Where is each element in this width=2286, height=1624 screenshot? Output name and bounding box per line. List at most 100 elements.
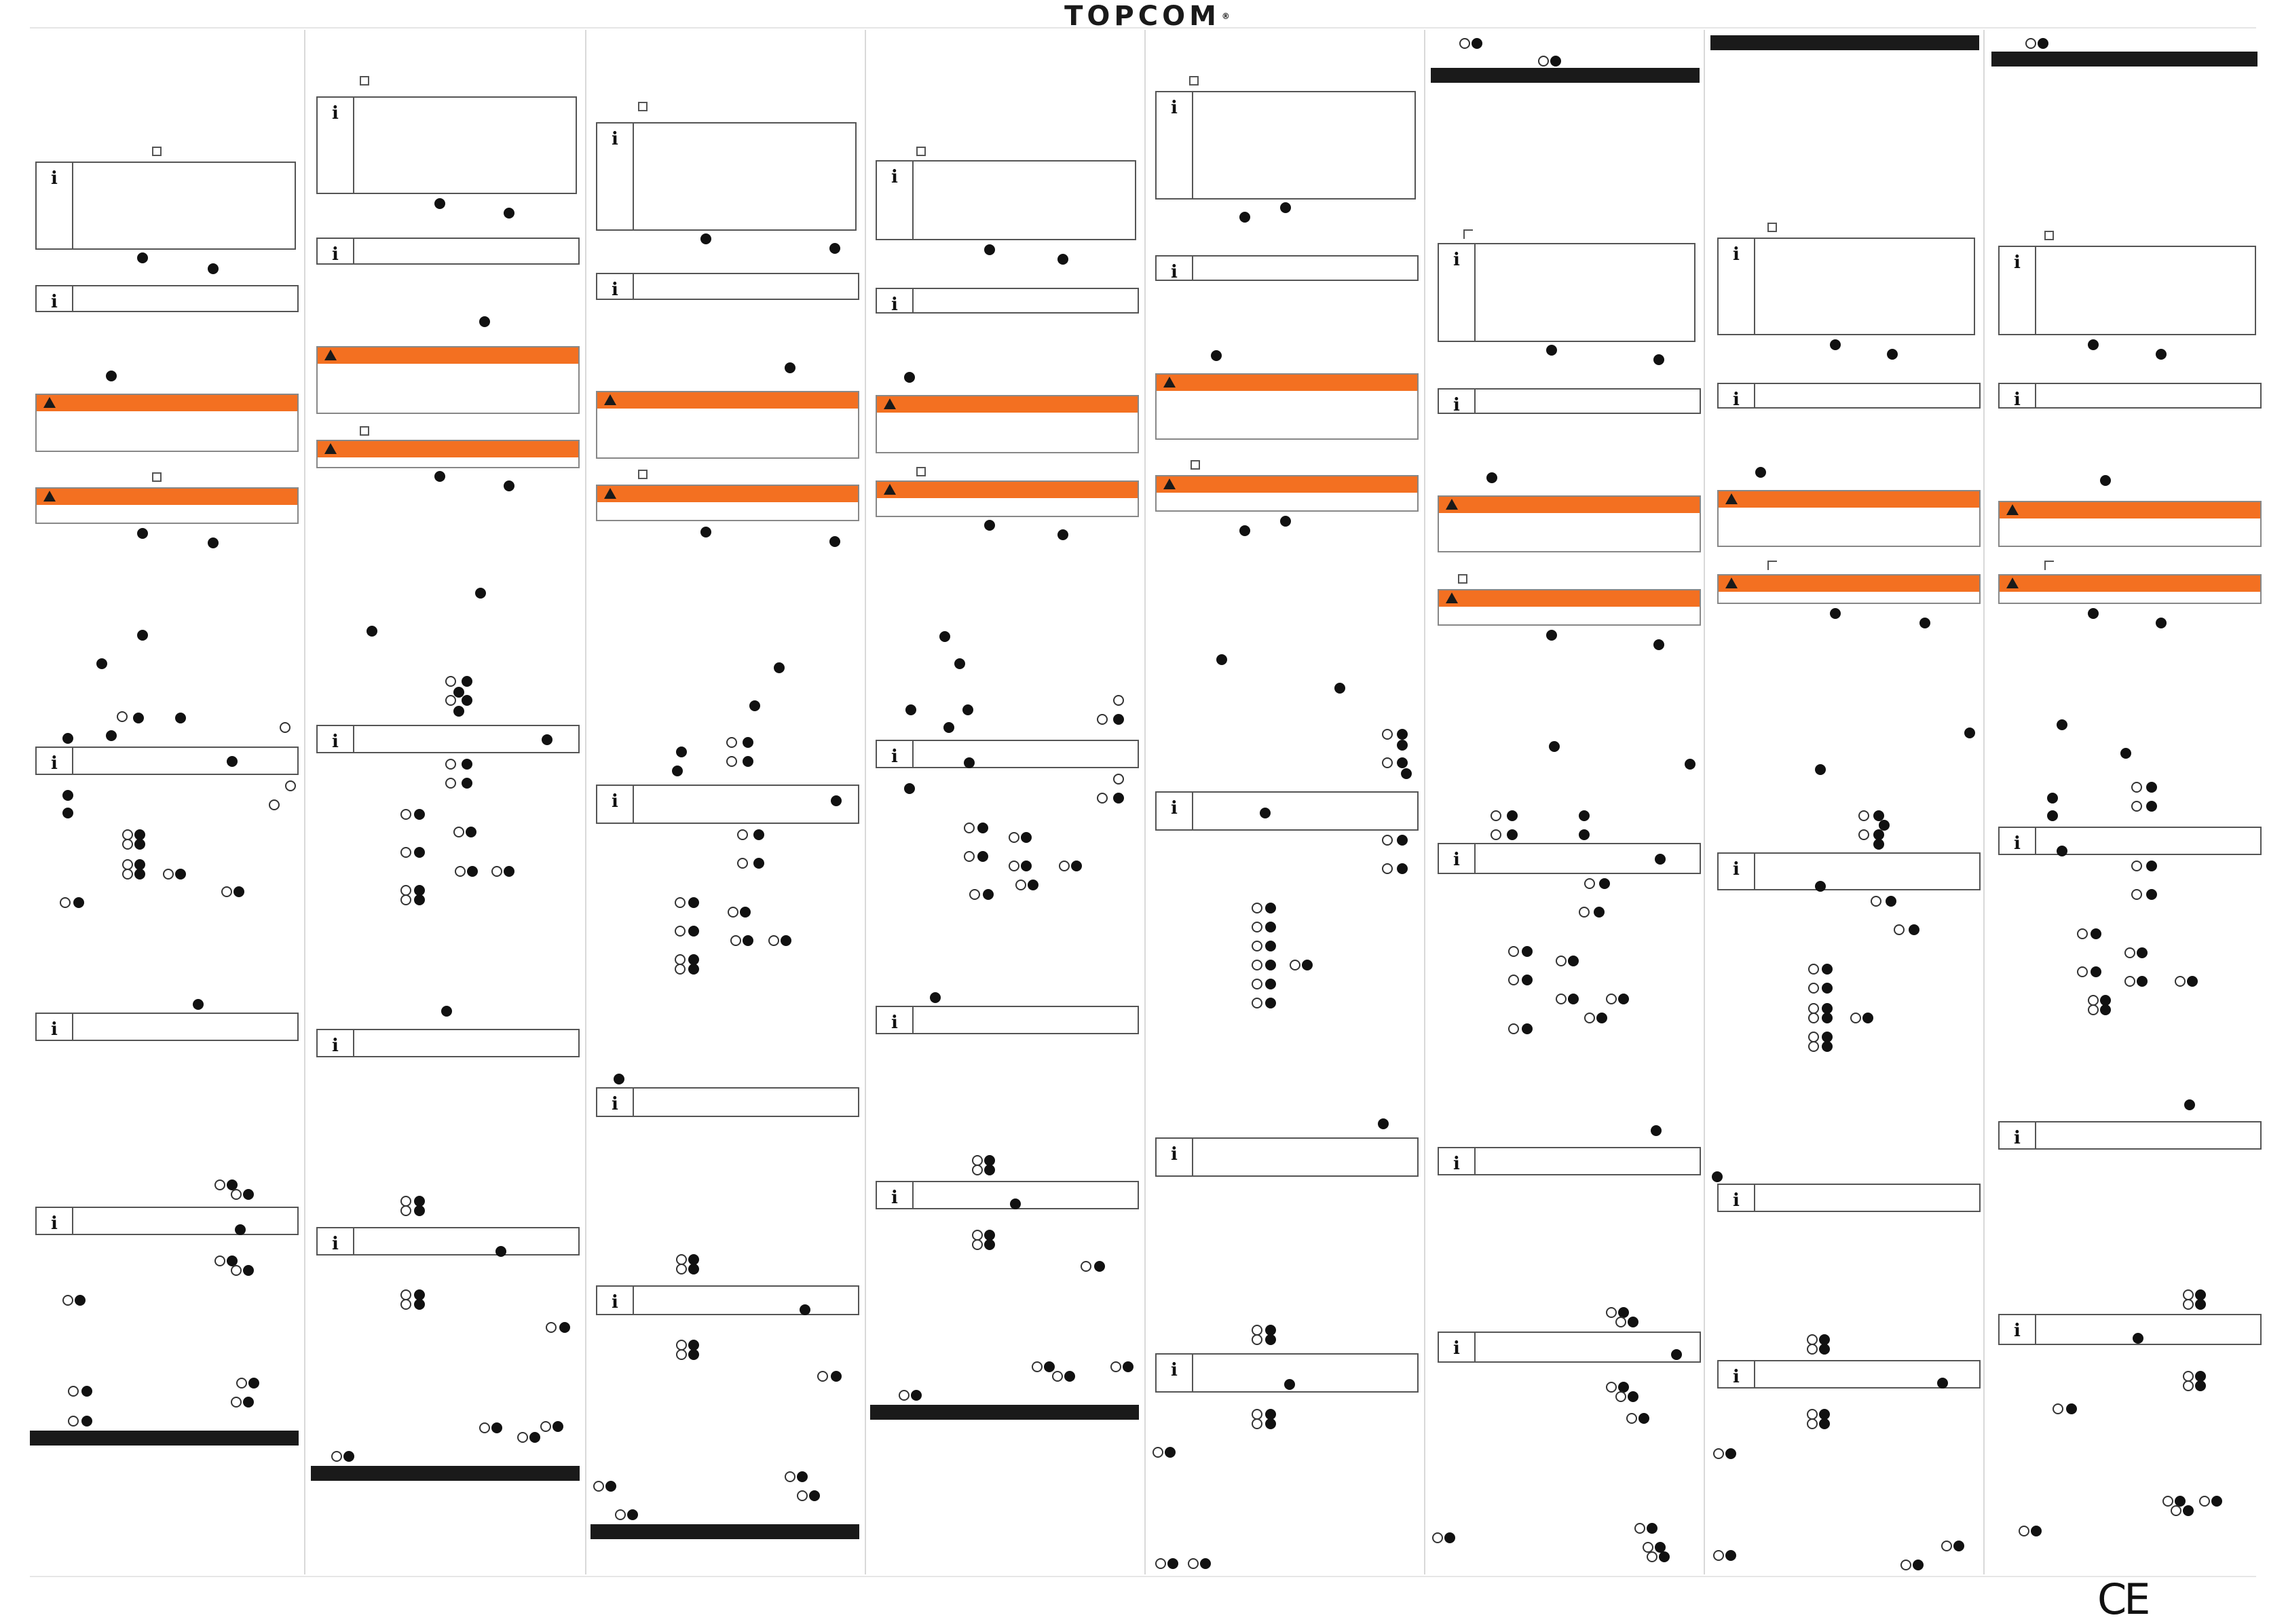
bullet-dot <box>1397 729 1408 740</box>
bullet-dot <box>1239 212 1250 223</box>
bullet-dot <box>414 847 425 858</box>
bullet-dot <box>1579 810 1590 821</box>
bullet-dot <box>800 1304 810 1315</box>
pencil-key-icon <box>400 847 411 858</box>
up-arrow-key-icon <box>479 1422 490 1433</box>
column-divider <box>585 30 586 1574</box>
pencil-key-icon <box>1584 1013 1595 1023</box>
bullet-dot <box>2137 976 2148 987</box>
bullet-dot <box>1618 1307 1629 1318</box>
back-key-icon <box>615 1509 626 1520</box>
ok-key-icon <box>269 799 280 810</box>
info-icon: i <box>318 1030 354 1056</box>
bullet-dot <box>1822 983 1833 994</box>
section-bar <box>591 1524 859 1539</box>
bullet-dot <box>911 1390 922 1401</box>
up-arrow-key-icon <box>728 907 738 918</box>
ok-key-icon <box>445 695 456 706</box>
bullet-dot <box>462 676 472 687</box>
bullet-dot <box>983 889 994 900</box>
corner-mark <box>1463 229 1473 239</box>
bullet-dot <box>1522 1023 1533 1034</box>
bullet-dot <box>1653 354 1664 365</box>
bullet-dot <box>434 198 445 209</box>
info-note: i <box>1438 388 1701 415</box>
down-arrow-key-icon <box>2175 976 2186 987</box>
checkbox-glyph <box>2044 231 2054 240</box>
down-arrow-key-icon <box>1807 1418 1818 1429</box>
bullet-dot <box>1618 1382 1629 1393</box>
info-note: i <box>1155 1353 1419 1393</box>
bullet-dot <box>964 757 975 768</box>
down-arrow-key-icon <box>1252 1418 1262 1429</box>
info-note: i <box>316 725 580 753</box>
info-icon: i <box>1439 1148 1476 1174</box>
bullet-dot <box>134 869 145 880</box>
bullet-dot <box>1472 38 1482 49</box>
info-note: i <box>596 273 859 300</box>
info-icon: i <box>1439 844 1476 873</box>
warning-triangle-icon <box>884 484 896 495</box>
bullet-dot <box>1057 254 1068 265</box>
bullet-dot <box>559 1322 570 1333</box>
info-icon: i <box>2000 247 2036 334</box>
bullet-dot <box>243 1189 254 1200</box>
ok-key-icon <box>1858 810 1869 821</box>
checkbox-glyph <box>638 470 648 479</box>
column-divider <box>1424 30 1425 1574</box>
bullet-dot <box>2137 947 2148 958</box>
back-key-icon <box>1538 56 1549 67</box>
info-note: i <box>35 747 299 775</box>
bullet-dot <box>1486 472 1497 483</box>
up-arrow-key-icon <box>455 866 466 877</box>
info-icon: i <box>318 239 354 265</box>
bullet-dot <box>700 233 711 244</box>
up-arrow-key-icon <box>1808 983 1819 994</box>
up-arrow-key-icon <box>1155 1558 1166 1569</box>
bullet-dot <box>1211 350 1222 361</box>
warning-triangle-icon <box>1725 493 1738 504</box>
info-note: i <box>1717 852 1981 892</box>
bullet-dot <box>1165 1447 1176 1458</box>
bullet-dot <box>466 827 476 837</box>
bullet-dot <box>75 1295 86 1306</box>
bullet-dot <box>1655 1542 1666 1553</box>
bullet-dot <box>1886 896 1896 907</box>
bullet-dot <box>1659 1551 1670 1562</box>
bullet-dot <box>1522 946 1533 957</box>
bullet-dot <box>1284 1379 1295 1390</box>
info-icon: i <box>1439 244 1476 341</box>
warning-triangle-icon <box>324 350 337 360</box>
bullet-dot <box>1546 630 1557 641</box>
bullet-dot <box>504 866 514 877</box>
bullet-dot <box>1887 349 1898 360</box>
bullet-dot <box>2088 339 2099 350</box>
bullet-dot <box>614 1074 624 1084</box>
ok-key-icon <box>1491 829 1501 840</box>
bullet-dot <box>134 829 145 840</box>
bullet-dot <box>529 1432 540 1443</box>
down-arrow-key-icon <box>1615 1391 1626 1402</box>
info-icon: i <box>597 786 634 823</box>
info-note: i <box>1717 383 1981 410</box>
warning-triangle-icon <box>43 397 56 408</box>
info-icon: i <box>1157 92 1193 198</box>
info-note: i <box>1717 238 1975 335</box>
info-icon: i <box>877 289 914 315</box>
back-key-icon <box>675 964 686 975</box>
down-arrow-key-icon <box>1850 1013 1861 1023</box>
info-note: i <box>35 162 296 250</box>
bullet-dot <box>133 713 144 723</box>
down-arrow-key-icon <box>400 1299 411 1310</box>
bullet-dot <box>1964 728 1975 738</box>
back-key-icon <box>400 809 411 820</box>
warning-note <box>596 391 859 459</box>
pencil-key-icon <box>1508 975 1519 985</box>
bullet-dot <box>1653 639 1664 650</box>
bullet-dot <box>2195 1371 2206 1382</box>
pencil-key-icon <box>221 886 232 897</box>
brand-logo: TOPCOM ® <box>1064 1 1230 32</box>
bullet-dot <box>2195 1299 2206 1310</box>
bullet-dot <box>137 252 148 263</box>
info-icon: i <box>1719 854 1755 889</box>
